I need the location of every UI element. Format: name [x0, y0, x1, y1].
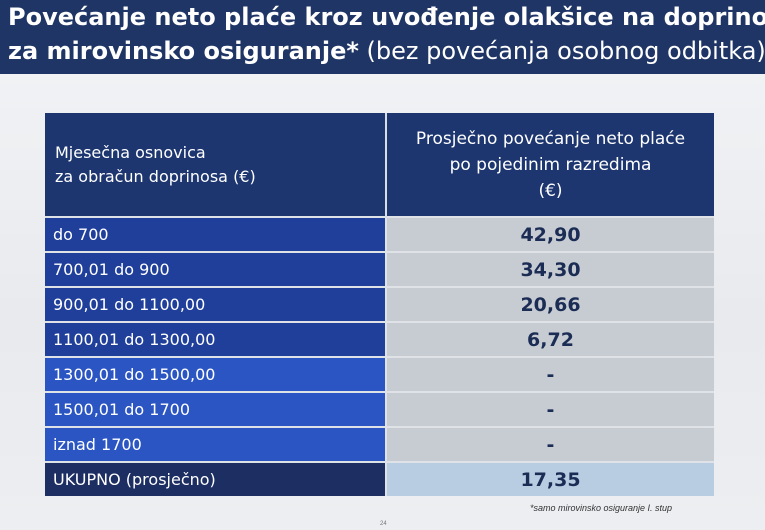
header-left-line-1: Mjesečna osnovica	[55, 142, 206, 162]
footnote: *samo mirovinsko osiguranje I. stup	[530, 503, 673, 513]
table-total-row: UKUPNO (prosječno) 17,35	[45, 461, 714, 496]
table-header-row: Mjesečna osnovica za obračun doprinosa (…	[45, 113, 714, 217]
range-cell: 1100,01 do 1300,00	[45, 321, 387, 357]
table-row: 1500,01 do 1700 -	[45, 391, 714, 427]
page-number: 24	[380, 521, 387, 527]
header-average-increase: Prosječno povećanje neto plaće po pojedi…	[386, 113, 714, 217]
total-label-cell: UKUPNO (prosječno)	[45, 461, 387, 496]
title-band: Povećanje neto plaće kroz uvođenje olakš…	[0, 0, 765, 74]
range-cell: do 700	[45, 216, 387, 252]
value-cell: 20,66	[386, 286, 714, 322]
table-row: 1100,01 do 1300,00 6,72	[45, 321, 714, 357]
table-row: 1300,01 do 1500,00 -	[45, 356, 714, 392]
title-line-2-normal: (bez povećanja osobnog odbitka)	[358, 37, 765, 65]
range-cell: 1300,01 do 1500,00	[45, 356, 387, 392]
value-cell: -	[386, 426, 714, 462]
value-cell: 42,90	[386, 216, 714, 252]
table-row: 900,01 do 1100,00 20,66	[45, 286, 714, 322]
header-right-line-2: po pojedinim razredima	[449, 154, 652, 175]
header-left-line-2: za obračun doprinosa (€)	[55, 166, 256, 186]
net-salary-table: Mjesečna osnovica za obračun doprinosa (…	[45, 113, 714, 496]
total-value-cell: 17,35	[386, 461, 714, 496]
range-cell: iznad 1700	[45, 426, 387, 462]
title-line-2-bold: za mirovinsko osiguranje*	[8, 37, 359, 65]
table-row: 700,01 do 900 34,30	[45, 251, 714, 287]
value-cell: 6,72	[386, 321, 714, 357]
range-cell: 900,01 do 1100,00	[45, 286, 387, 322]
title-line-1: Povećanje neto plaće kroz uvođenje olakš…	[8, 3, 765, 31]
table-row: do 700 42,90	[45, 216, 714, 252]
value-cell: -	[386, 391, 714, 427]
value-cell: -	[386, 356, 714, 392]
range-cell: 700,01 do 900	[45, 251, 387, 287]
header-right-line-3: (€)	[538, 180, 563, 201]
range-cell: 1500,01 do 1700	[45, 391, 387, 427]
header-base-amount: Mjesečna osnovica za obračun doprinosa (…	[45, 113, 387, 217]
title-line-2: za mirovinsko osiguranje* (bez povećanja…	[8, 37, 765, 65]
value-cell: 34,30	[386, 251, 714, 287]
header-right-line-1: Prosječno povećanje neto plaće	[415, 128, 686, 149]
table-row: iznad 1700 -	[45, 426, 714, 462]
